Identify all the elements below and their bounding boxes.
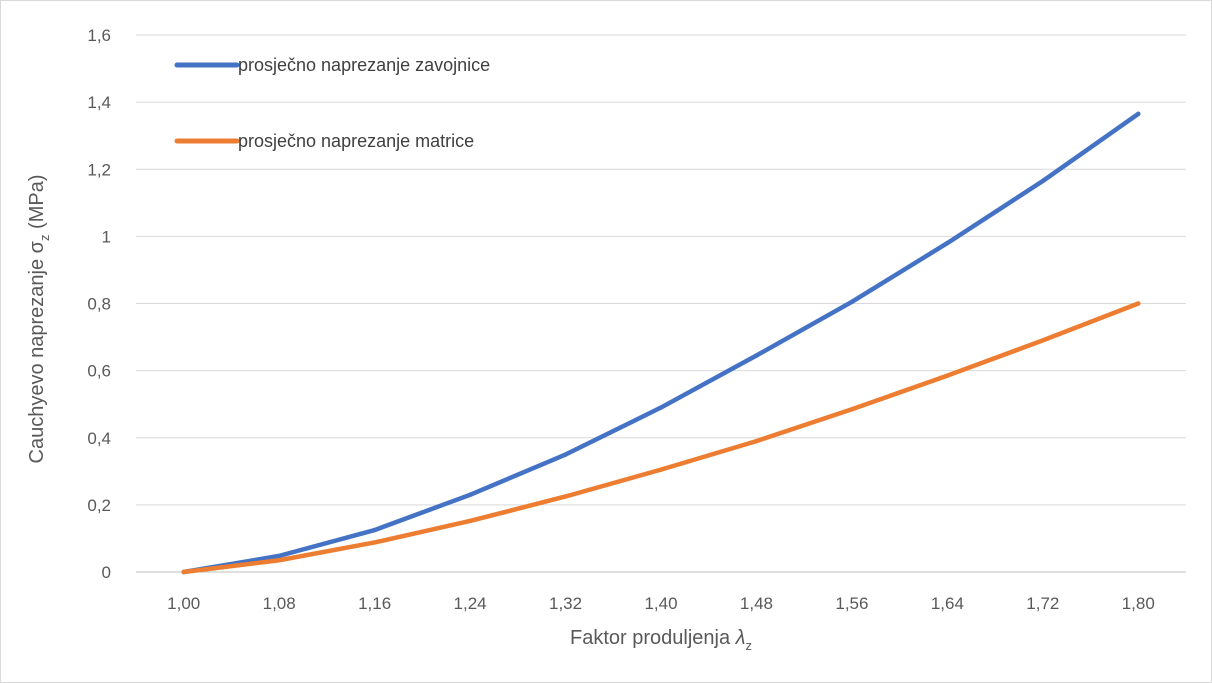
data-point (849, 299, 855, 305)
data-point (1040, 178, 1046, 184)
y-tick-label: 0,4 (87, 429, 111, 448)
data-point (849, 407, 855, 412)
data-point (372, 540, 377, 545)
y-axis-title: Cauchyevo naprezanje σz (MPa) (26, 175, 52, 464)
data-point (467, 518, 473, 524)
x-tick-label: 1,48 (740, 594, 773, 613)
data-point (467, 492, 473, 498)
data-point (945, 240, 950, 246)
data-point (1136, 301, 1141, 306)
data-point (276, 553, 282, 559)
data-point (945, 373, 950, 378)
x-tick-label: 1,16 (358, 594, 391, 613)
data-point (372, 527, 377, 533)
x-axis-title: Faktor produljenja λz (570, 627, 752, 653)
y-axis-title-subscript: z (37, 235, 52, 242)
y-tick-label: 0,2 (87, 496, 111, 515)
y-tick-label: 1,2 (87, 160, 111, 179)
x-axis-ticks: 1,00 1,08 1,16 1,24 1,32 1,40 1,48 1,56 1,64 1,72… (167, 594, 1155, 613)
data-point (1040, 338, 1046, 343)
legend-label-matrica: prosječno naprezanje matrice (238, 131, 474, 151)
x-tick-label: 1,72 (1026, 594, 1059, 613)
data-point (754, 353, 759, 358)
y-tick-label: 1 (102, 227, 111, 246)
x-tick-label: 1,56 (835, 594, 868, 613)
x-tick-label: 1,08 (263, 594, 296, 613)
y-axis-ticks: 0 0,2 0,4 0,6 0,8 1 1,2 1,4 1,6 (87, 26, 111, 582)
data-point (1136, 111, 1141, 117)
y-axis-title-suffix: (MPa) (26, 175, 48, 235)
x-tick-label: 1,80 (1122, 594, 1155, 613)
plot-series (181, 111, 1141, 575)
x-tick-label: 1,40 (644, 594, 677, 613)
x-axis-title-symbol: λ (735, 627, 746, 649)
x-tick-label: 1,00 (167, 594, 200, 613)
x-tick-label: 1,64 (931, 594, 964, 613)
y-tick-label: 1,6 (87, 26, 111, 45)
x-axis-title-text: Faktor produljenja (570, 627, 736, 649)
y-tick-label: 0,8 (87, 295, 111, 314)
data-point (658, 467, 664, 472)
series-line-0 (181, 111, 1141, 575)
data-point (658, 405, 664, 410)
y-tick-label: 0,6 (87, 362, 111, 381)
data-point (563, 494, 568, 499)
data-point (754, 438, 759, 444)
gridlines (136, 34, 1186, 506)
data-point (563, 452, 568, 457)
data-point (276, 558, 282, 563)
x-axis-title-subscript: z (746, 638, 753, 653)
data-point (181, 569, 186, 575)
y-tick-label: 1,4 (87, 93, 111, 112)
y-axis-title-text: Cauchyevo naprezanje σ (26, 240, 48, 463)
x-tick-label: 1,24 (454, 594, 487, 613)
y-tick-label: 0 (102, 563, 111, 582)
x-tick-label: 1,32 (549, 594, 582, 613)
legend-label-zavojnica: prosječno naprezanje zavojnice (238, 55, 490, 75)
legend: prosječno naprezanje zavojnice prosječno… (174, 55, 490, 151)
